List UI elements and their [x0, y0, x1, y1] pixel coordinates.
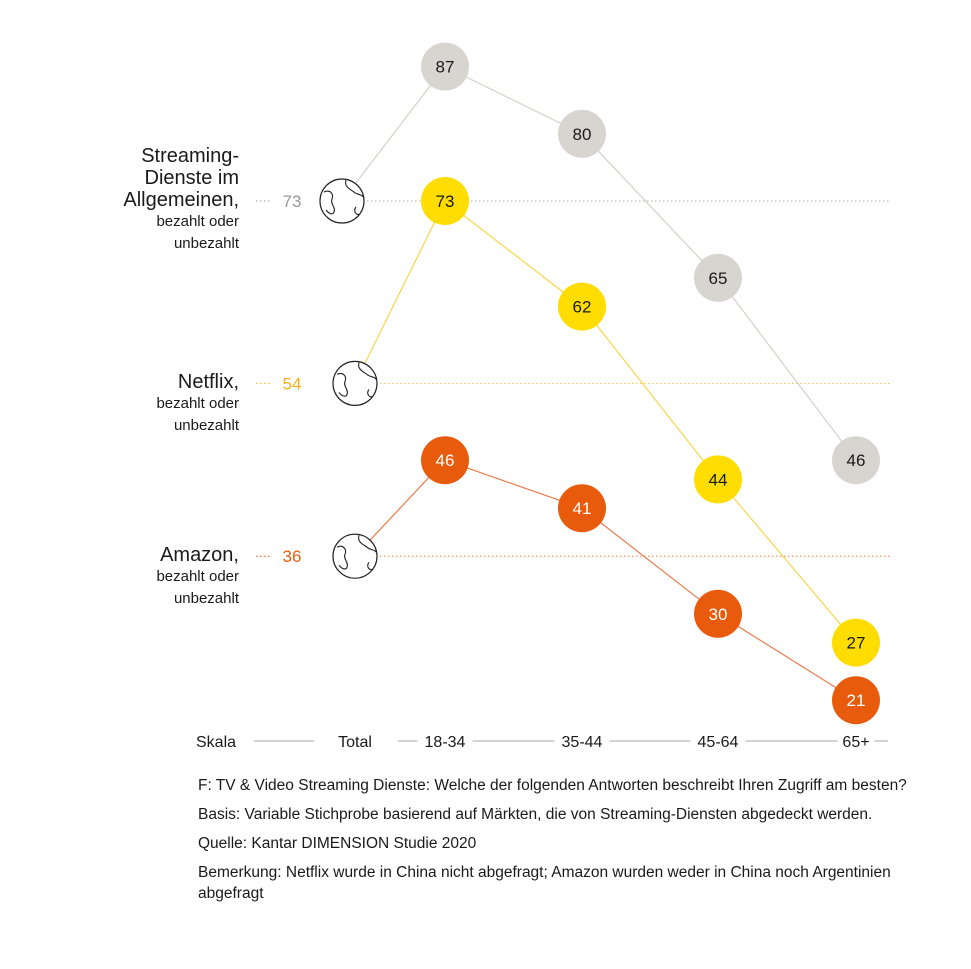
- axis-label: Skala: [196, 734, 236, 751]
- data-point: [832, 618, 880, 667]
- series-subtitle: unbezahlt: [173, 590, 239, 608]
- tick-label: 65+: [842, 734, 869, 751]
- tick-label-bg: [554, 731, 610, 751]
- series-subtitle: bezahlt oder: [156, 395, 239, 413]
- tick-label: 35-44: [562, 734, 603, 751]
- globe-continent: [354, 206, 361, 215]
- data-point: [558, 109, 606, 158]
- footnotes: F: TV & Video Streaming Dienste: Welche …: [198, 775, 938, 912]
- tick-label: 18-34: [425, 734, 466, 751]
- data-label: 44: [709, 470, 728, 489]
- globe-icon: [332, 533, 378, 579]
- data-label: 46: [847, 451, 866, 470]
- globe-continent: [358, 362, 377, 380]
- data-point: [694, 589, 742, 638]
- series-title: Netflix,: [177, 371, 239, 394]
- globe-continent: [367, 561, 374, 571]
- data-point: [421, 177, 469, 225]
- series-subtitle: unbezahlt: [173, 235, 239, 252]
- data-label: 62: [573, 298, 592, 317]
- data-point: [694, 253, 742, 302]
- globe-continent: [336, 545, 348, 570]
- data-label: 30: [709, 605, 728, 624]
- series-subtitle: bezahlt oder: [156, 568, 239, 586]
- data-label: 65: [709, 269, 728, 288]
- globe-continent: [336, 372, 348, 397]
- globe-continent: [323, 190, 335, 215]
- total-value-label: 36: [283, 547, 302, 566]
- globe-outline: [332, 360, 378, 406]
- total-value-label: 54: [283, 374, 302, 393]
- footnote-note: Bemerkung: Netflix wurde in China nicht …: [198, 864, 891, 902]
- series-title: Dienste im: [144, 167, 239, 189]
- data-point: [421, 436, 469, 485]
- tick-label-bg: [327, 731, 383, 751]
- series-label-netflix: Netflix, bezahlt oder unbezahlt: [156, 371, 239, 437]
- globe-icon: [319, 178, 365, 224]
- data-label: 41: [573, 499, 592, 518]
- series-subtitle: unbezahlt: [173, 417, 239, 435]
- globe-continent: [367, 389, 374, 398]
- series-title: Streaming-: [141, 145, 239, 167]
- total-value-label: 73: [283, 192, 302, 211]
- series-label-amazon: Amazon, bezahlt oder unbezahlt: [156, 544, 239, 610]
- series-line: [354, 459, 857, 701]
- globe-continent: [345, 179, 364, 198]
- data-label: 87: [436, 58, 455, 77]
- data-point: [558, 484, 606, 533]
- series-title: Amazon,: [160, 544, 239, 567]
- data-label: 27: [847, 634, 866, 653]
- footnote-source: Quelle: Kantar DIMENSION Studie 2020: [198, 835, 477, 852]
- data-point: [421, 42, 469, 91]
- tick-label-bg: [837, 731, 875, 751]
- globe-outline: [332, 533, 378, 579]
- tick-label: Total: [338, 734, 372, 751]
- data-label: 80: [573, 125, 592, 144]
- tick-label: 45-64: [698, 734, 739, 751]
- globe-icon: [332, 360, 378, 406]
- data-point: [694, 455, 742, 504]
- data-point: [832, 676, 880, 725]
- globe-continent: [358, 535, 377, 553]
- series-title: Allgemeinen,: [123, 189, 239, 211]
- data-label: 46: [436, 451, 455, 470]
- data-label: 21: [847, 691, 866, 710]
- series-label-streaming: Streaming- Dienste im Allgemeinen, bezahlt …: [123, 145, 239, 255]
- series-subtitle: bezahlt oder: [156, 213, 239, 230]
- footnote-basis: Basis: Variable Stichprobe basierend auf…: [198, 806, 873, 823]
- data-label: 73: [436, 192, 455, 211]
- data-point: [558, 282, 606, 331]
- globe-outline: [319, 178, 365, 224]
- footnote-question: F: TV & Video Streaming Dienste: Welche …: [198, 777, 907, 794]
- data-point: [832, 436, 880, 485]
- series-line: [354, 200, 857, 643]
- tick-label-bg: [417, 731, 473, 751]
- tick-label-bg: [690, 731, 746, 751]
